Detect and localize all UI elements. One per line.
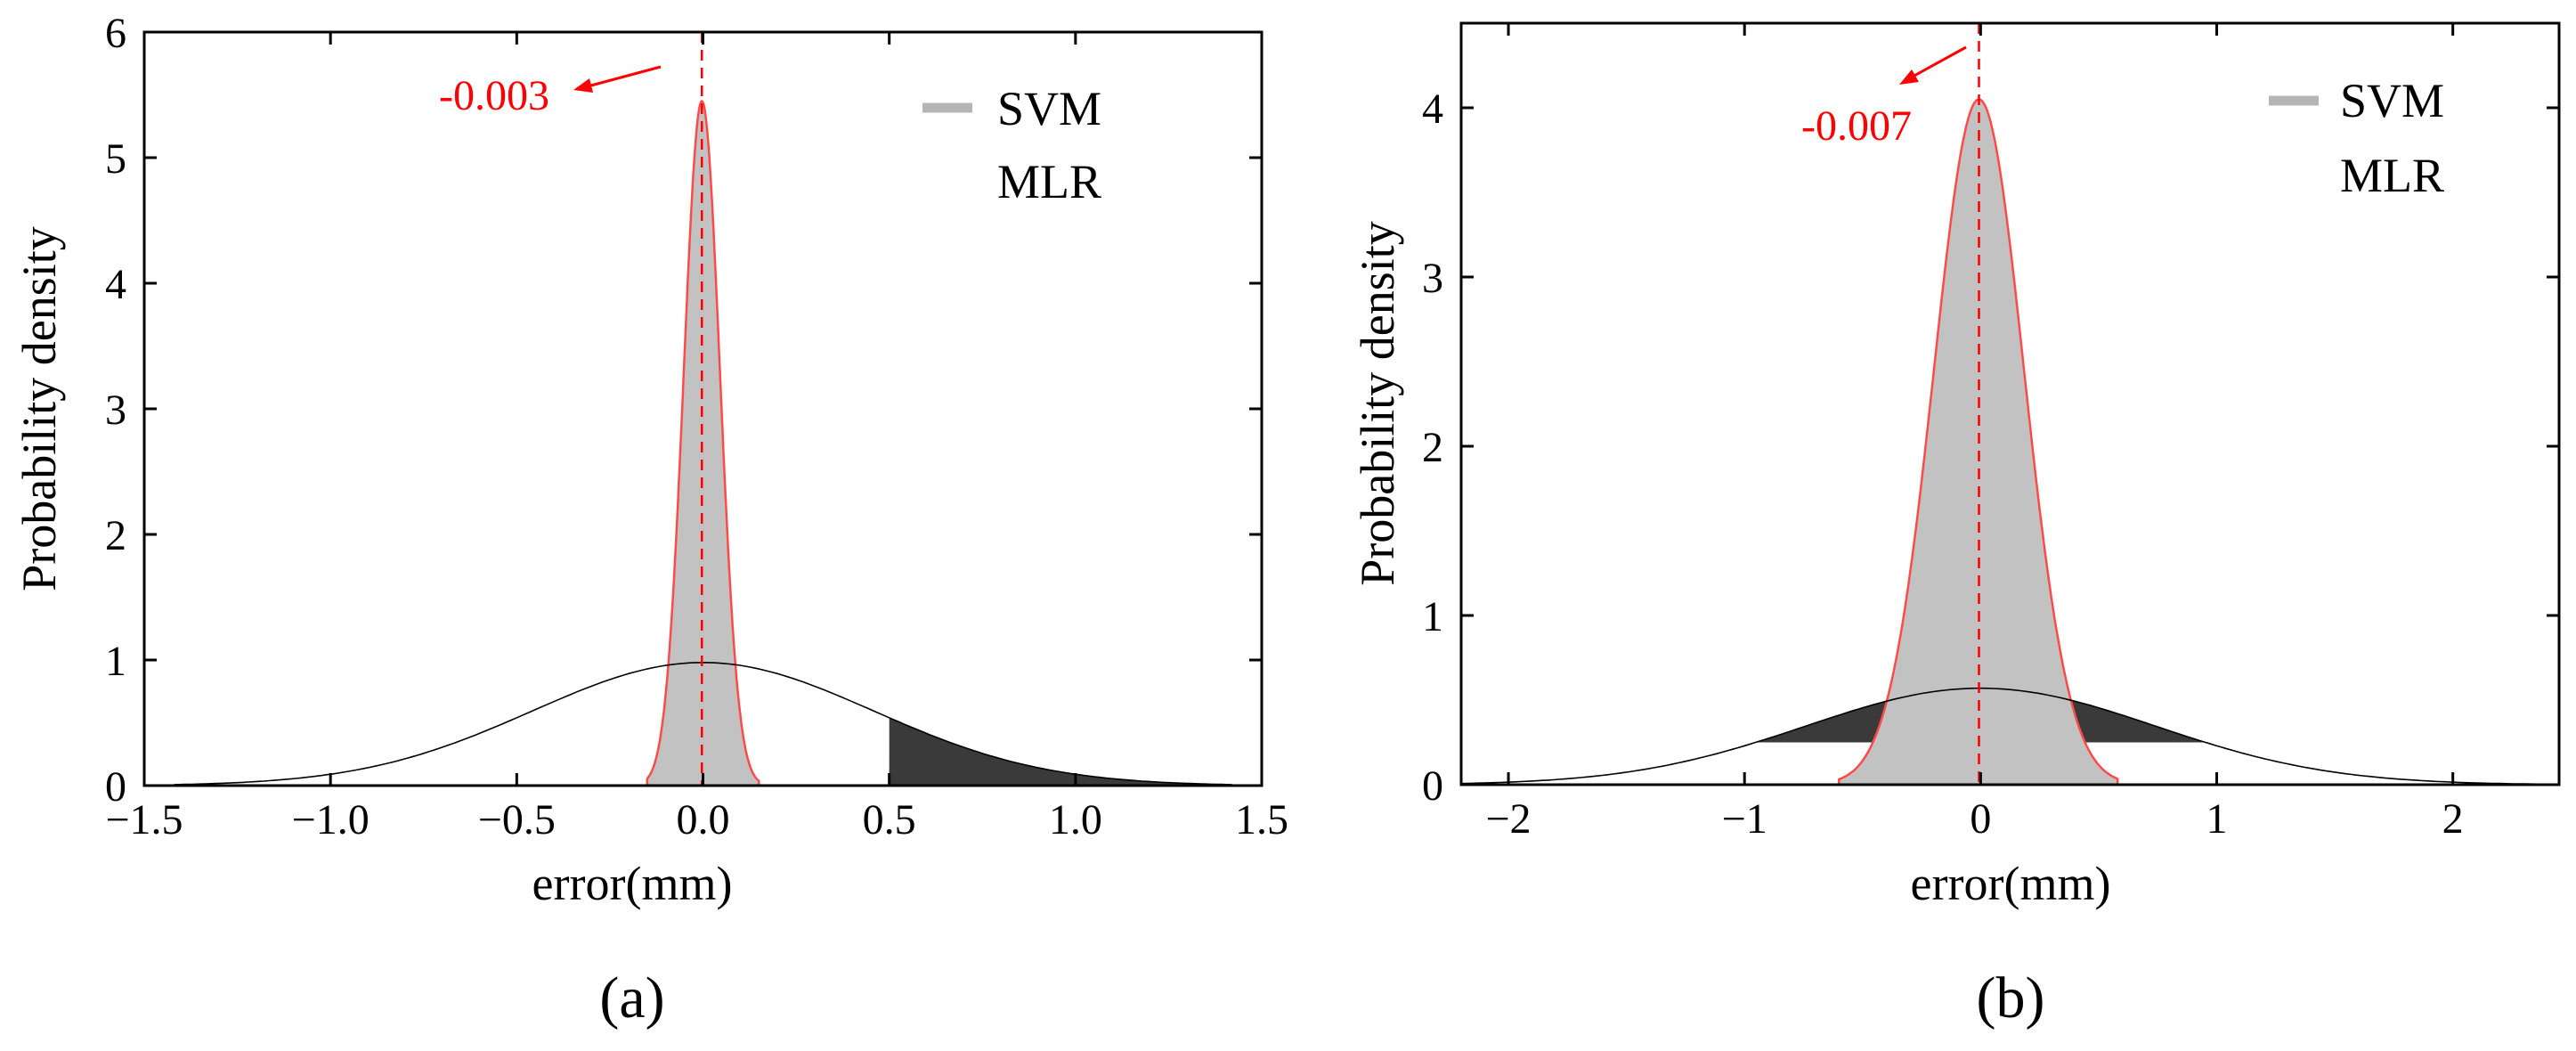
chart-a-xtick-label: 1.5 (1235, 796, 1288, 843)
chart-a-annotation-label: -0.003 (439, 72, 549, 119)
chart-b-legend: SVM MLR (2269, 74, 2444, 202)
chart-a-xtick-label: 1.0 (1049, 796, 1102, 843)
chart-b-mlr-curve (1460, 687, 2548, 786)
chart-a-legend: SVM MLR (922, 82, 1101, 208)
chart-a-ticks: −1.5 −1.0 −0.5 0.0 0.5 1.0 1.5 0 1 2 3 4 5 6 (105, 10, 1288, 843)
chart-b-xtick-label: −2 (1485, 795, 1531, 843)
chart-a-ytick-label: 6 (105, 10, 126, 57)
chart-a-ylabel: Probability density (12, 226, 66, 591)
chart-panel-b: −2 −1 0 1 2 0 1 2 3 4 Probability density error(m… (1351, 21, 2561, 1031)
chart-b-marks (1460, 23, 2548, 786)
panel-a-label: (a) (599, 965, 664, 1031)
chart-a-ytick-label: 3 (105, 387, 126, 434)
chart-a-annotation-arrow-line (587, 65, 662, 88)
chart-b-frame (1459, 21, 2561, 786)
chart-a-annotation-arrowhead (573, 78, 593, 93)
chart-panel-a: −1.5 −1.0 −0.5 0.0 0.5 1.0 1.5 0 1 2 3 4 5 6 Probabil… (12, 10, 1288, 1031)
chart-b-xlabel: error(mm) (1911, 857, 2111, 910)
chart-a-legend-mlr-label: MLR (997, 155, 1101, 208)
chart-b-ytick-label: 3 (1422, 255, 1443, 302)
chart-a-ytick-label: 4 (105, 261, 126, 308)
chart-a-ytick-label: 0 (105, 763, 126, 811)
chart-a-marks (174, 32, 1232, 787)
chart-b-xtick-label: 1 (2206, 795, 2228, 843)
chart-b-ytick-label: 2 (1422, 424, 1443, 471)
chart-a-mlr-curve (174, 661, 1232, 786)
chart-b-annotation-arrow-line (1912, 45, 1967, 78)
chart-a-svm-area (646, 100, 760, 787)
chart-a-ytick-label: 1 (105, 638, 126, 685)
chart-b-xtick-label: −1 (1722, 795, 1767, 843)
chart-b-legend-svm-label: SVM (2340, 74, 2444, 127)
chart-a-xlabel: error(mm) (532, 857, 733, 910)
chart-b-annotation-arrowhead (1899, 69, 1919, 85)
chart-b-ytick-label: 4 (1422, 86, 1443, 133)
chart-a-legend-svm-label: SVM (997, 82, 1101, 135)
chart-a-xtick-label: −1.5 (105, 796, 183, 843)
chart-a-xtick-label: −1.0 (292, 796, 370, 843)
chart-b-legend-mlr-label: MLR (2340, 149, 2444, 202)
chart-b-xtick-label: 2 (2442, 795, 2464, 843)
chart-b-ylabel: Probability density (1351, 221, 1404, 585)
chart-b-ticks: −2 −1 0 1 2 0 1 2 3 4 (1422, 23, 2559, 843)
chart-b-ytick-label: 1 (1422, 593, 1443, 640)
chart-a-mlr-shaded-area (889, 717, 1232, 786)
chart-a-xtick-label: −0.5 (478, 796, 556, 843)
chart-b-ytick-label: 0 (1422, 762, 1443, 810)
chart-a-xtick-label: 0.0 (677, 796, 730, 843)
chart-a-ytick-label: 5 (105, 135, 126, 183)
chart-b-xtick-label: 0 (1970, 795, 1991, 843)
panel-b-label: (b) (1977, 965, 2045, 1031)
chart-a-ytick-label: 2 (105, 512, 126, 559)
chart-a-xtick-label: 0.5 (863, 796, 916, 843)
chart-b-annotation-label: -0.007 (1801, 102, 1912, 150)
